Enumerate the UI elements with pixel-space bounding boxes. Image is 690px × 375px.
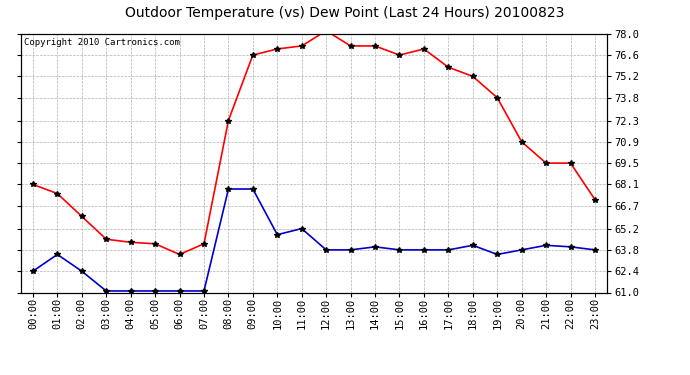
Text: Outdoor Temperature (vs) Dew Point (Last 24 Hours) 20100823: Outdoor Temperature (vs) Dew Point (Last…: [126, 6, 564, 20]
Text: Copyright 2010 Cartronics.com: Copyright 2010 Cartronics.com: [23, 38, 179, 46]
